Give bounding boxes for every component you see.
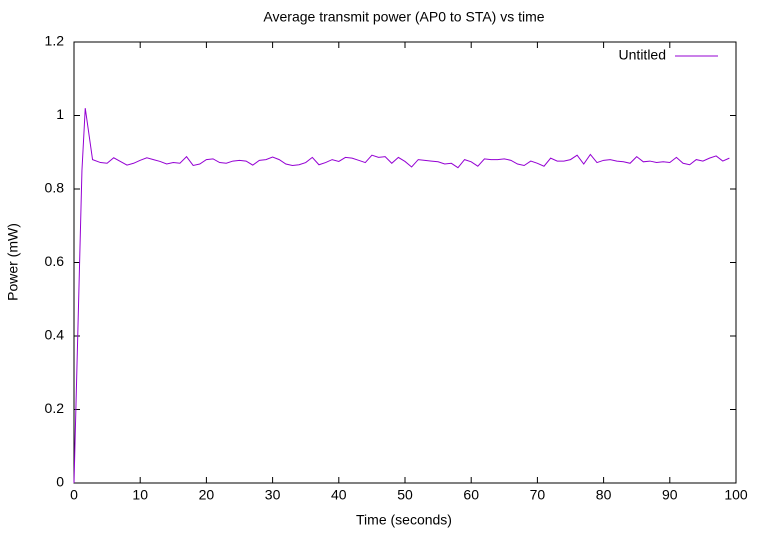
y-tick-label: 0.2 <box>45 400 65 416</box>
y-tick-label: 0 <box>56 474 64 490</box>
y-tick-label: 0.4 <box>45 327 65 343</box>
y-tick-label: 0.6 <box>45 253 65 269</box>
y-tick-label: 1 <box>56 106 64 122</box>
x-tick-label: 0 <box>70 487 78 503</box>
y-tick-label: 1.2 <box>45 33 65 49</box>
x-tick-label: 60 <box>463 487 479 503</box>
x-axis-label: Time (seconds) <box>356 512 452 528</box>
x-tick-label: 10 <box>132 487 148 503</box>
chart-title: Average transmit power (AP0 to STA) vs t… <box>263 9 544 25</box>
legend-label: Untitled <box>619 47 666 63</box>
x-tick-label: 70 <box>530 487 546 503</box>
x-tick-label: 100 <box>724 487 748 503</box>
x-tick-label: 50 <box>397 487 413 503</box>
x-tick-label: 80 <box>596 487 612 503</box>
y-tick-label: 0.8 <box>45 180 65 196</box>
x-tick-label: 30 <box>265 487 281 503</box>
x-tick-label: 90 <box>662 487 678 503</box>
x-tick-label: 40 <box>331 487 347 503</box>
y-axis-label: Power (mW) <box>5 223 21 301</box>
x-tick-label: 20 <box>199 487 215 503</box>
data-line <box>73 108 730 484</box>
